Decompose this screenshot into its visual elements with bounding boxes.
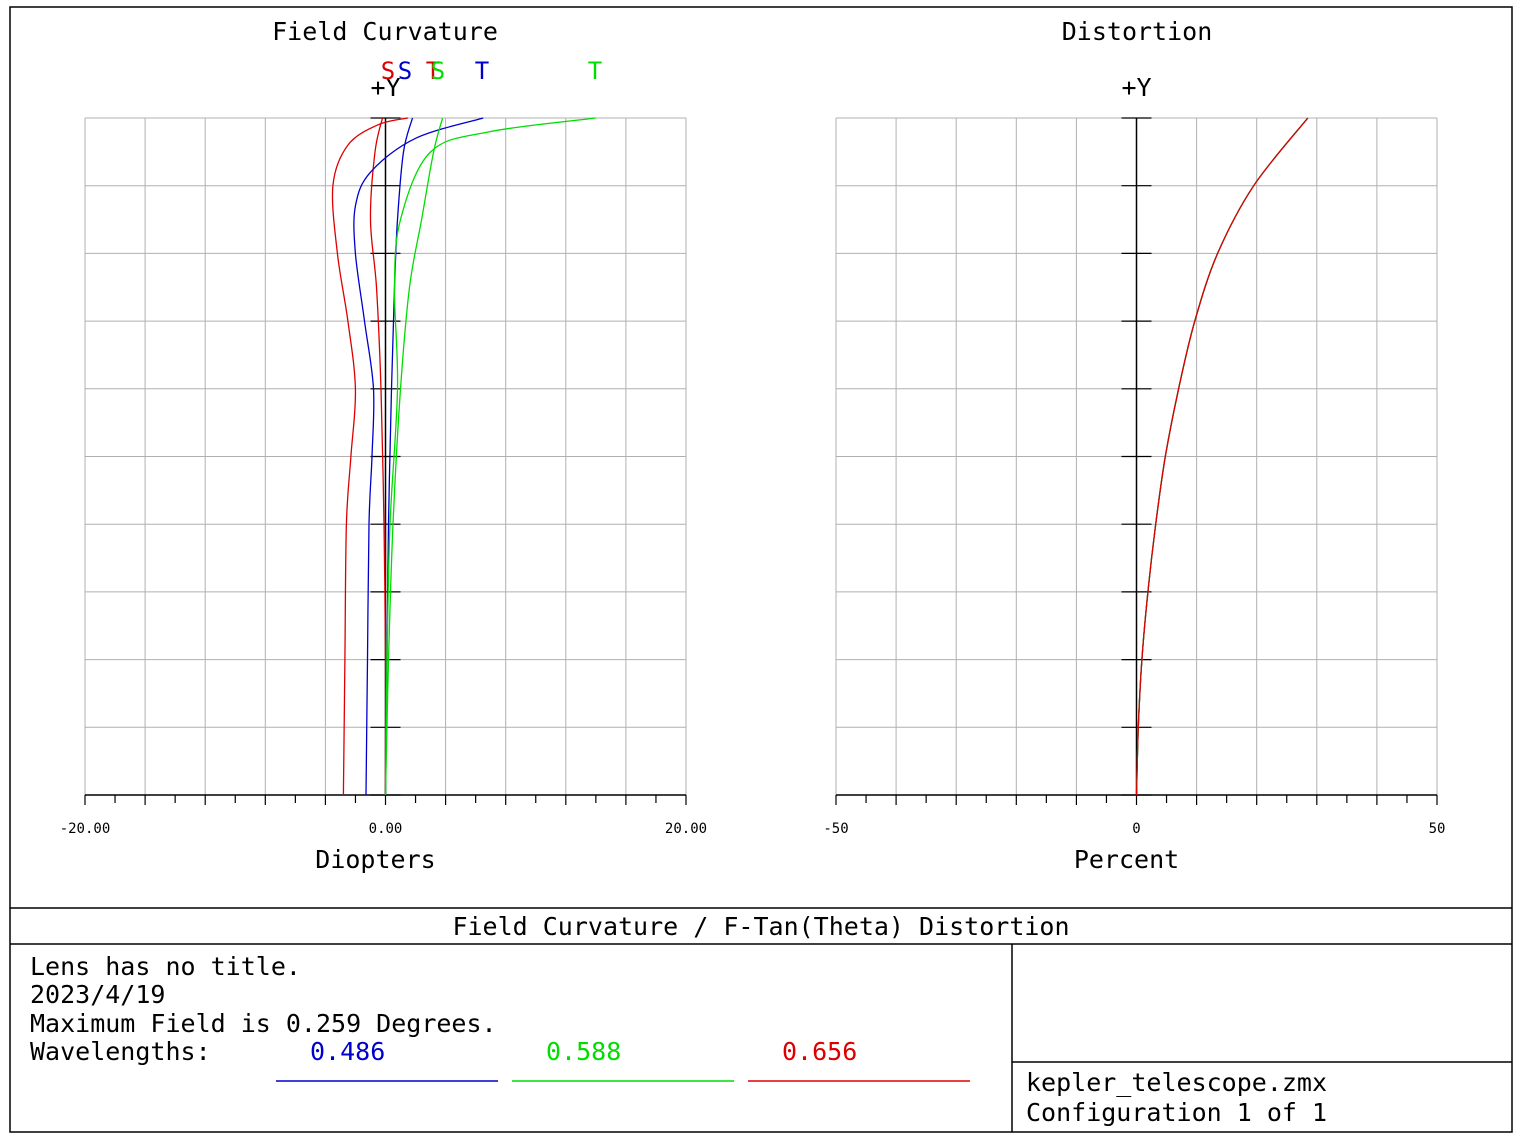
date-text: 2023/4/19	[30, 980, 165, 1009]
y-axis-label: +Y	[1121, 73, 1151, 102]
outer-frame	[9, 6, 1513, 1133]
distortion-plot: -50 0 50 Distortion +Y Percent	[823, 17, 1445, 874]
plot-title: Field Curvature	[272, 17, 498, 46]
configuration-text: Configuration 1 of 1	[1026, 1098, 1327, 1127]
x-tick-label: -20.00	[60, 821, 111, 837]
field-curvature-plot: -20.00 0.00 20.00 Field Curvature +Y Diopters…	[60, 17, 707, 874]
x-axis-label: Percent	[1074, 845, 1179, 874]
series-line-6	[384, 117, 444, 796]
x-tick-label: 20.00	[665, 821, 707, 837]
series-line-2	[369, 117, 387, 796]
wavelength-3: 0.656	[782, 1037, 857, 1066]
legend-label: T	[426, 57, 440, 85]
x-tick-label: 0.00	[369, 821, 403, 837]
x-tick-label: -50	[823, 821, 848, 837]
plot-title: Distortion	[1062, 17, 1213, 46]
legend-label: T	[588, 57, 602, 85]
max-field-text: Maximum Field is 0.259 Degrees.	[30, 1009, 497, 1038]
legend-label: S	[431, 57, 445, 85]
legend-label: S	[398, 57, 412, 85]
legend-label: S	[381, 57, 395, 85]
footer-title: Field Curvature / F-Tan(Theta) Distortio…	[452, 912, 1069, 941]
y-axis-label: +Y	[370, 73, 400, 102]
series-line-1	[331, 117, 409, 796]
wavelength-1: 0.486	[310, 1037, 385, 1066]
lens-title: Lens has no title.	[30, 952, 301, 981]
x-tick-label: 0	[1132, 821, 1140, 837]
series-line-5	[384, 117, 596, 796]
x-tick-label: 50	[1429, 821, 1446, 837]
series-line-3	[353, 117, 484, 796]
series-line-3	[1135, 117, 1309, 796]
wavelength-2: 0.588	[546, 1037, 621, 1066]
legend-label: T	[475, 57, 489, 85]
x-axis-label: Diopters	[315, 845, 435, 874]
wavelengths-label: Wavelengths:	[30, 1037, 211, 1066]
file-name: kepler_telescope.zmx	[1026, 1068, 1327, 1097]
